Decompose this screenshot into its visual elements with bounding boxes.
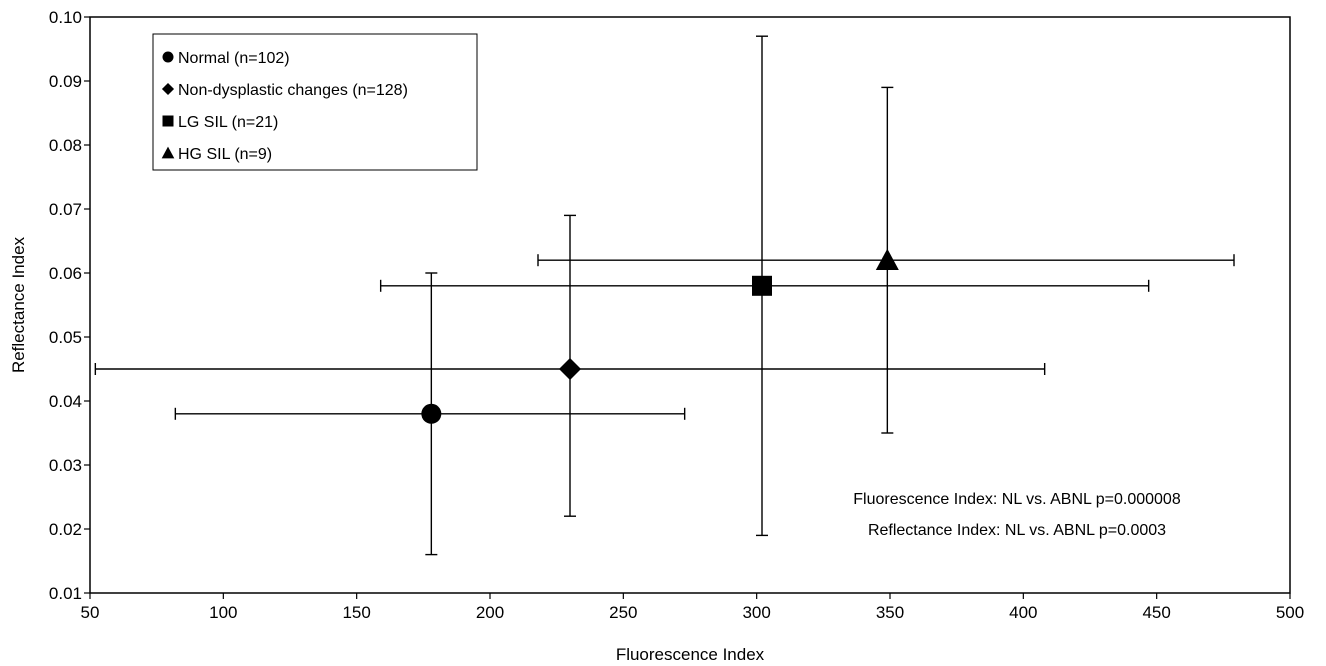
y-tick-label: 0.10 xyxy=(49,8,82,27)
x-tick-label: 450 xyxy=(1142,603,1170,622)
x-tick-label: 150 xyxy=(342,603,370,622)
x-tick-label: 350 xyxy=(876,603,904,622)
legend-triangle-icon xyxy=(161,146,175,159)
legend-box xyxy=(152,33,478,171)
y-axis-label: Reflectance Index xyxy=(9,236,28,373)
data-point-diamond xyxy=(559,358,581,380)
data-point-circle xyxy=(421,403,442,424)
y-tick-label: 0.02 xyxy=(49,520,82,539)
x-tick-label: 300 xyxy=(742,603,770,622)
y-tick-label: 0.08 xyxy=(49,136,82,155)
x-axis: 50 100 150 200 250 300 350 400 450 500 xyxy=(81,593,1304,622)
data-point-square xyxy=(752,275,772,296)
legend-label: HG SIL (n=9) xyxy=(178,146,272,163)
annotation-fluorescence: Fluorescence Index: NL vs. ABNL p=0.0000… xyxy=(853,491,1181,508)
y-tick-label: 0.06 xyxy=(49,264,82,283)
legend-diamond-icon xyxy=(161,82,175,96)
y-tick-label: 0.03 xyxy=(49,456,82,475)
y-tick-label: 0.04 xyxy=(49,392,82,411)
annotation-reflectance: Reflectance Index: NL vs. ABNL p=0.0003 xyxy=(868,522,1166,539)
y-tick-label: 0.09 xyxy=(49,72,82,91)
legend-square-icon xyxy=(162,115,174,127)
data-points xyxy=(421,248,899,424)
legend-label: Non-dysplastic changes (n=128) xyxy=(178,82,408,99)
y-tick-label: 0.01 xyxy=(49,584,82,603)
x-tick-label: 250 xyxy=(609,603,637,622)
legend-label: Normal (n=102) xyxy=(178,50,290,67)
x-tick-label: 500 xyxy=(1276,603,1304,622)
data-point-triangle xyxy=(875,248,899,270)
x-tick-label: 100 xyxy=(209,603,237,622)
x-tick-label: 200 xyxy=(476,603,504,622)
x-tick-label: 50 xyxy=(81,603,100,622)
x-tick-label: 400 xyxy=(1009,603,1037,622)
legend-label: LG SIL (n=21) xyxy=(178,114,278,131)
y-tick-label: 0.07 xyxy=(49,200,82,219)
y-tick-label: 0.05 xyxy=(49,328,82,347)
x-axis-label: Fluorescence Index xyxy=(616,645,765,664)
legend-circle-icon xyxy=(162,51,174,63)
legend: Normal (n=102) Non-dysplastic changes (n=… xyxy=(152,33,478,171)
y-axis: 0.01 0.02 0.03 0.04 0.05 0.06 0.07 0.08 0.09 0.10 xyxy=(49,8,90,603)
